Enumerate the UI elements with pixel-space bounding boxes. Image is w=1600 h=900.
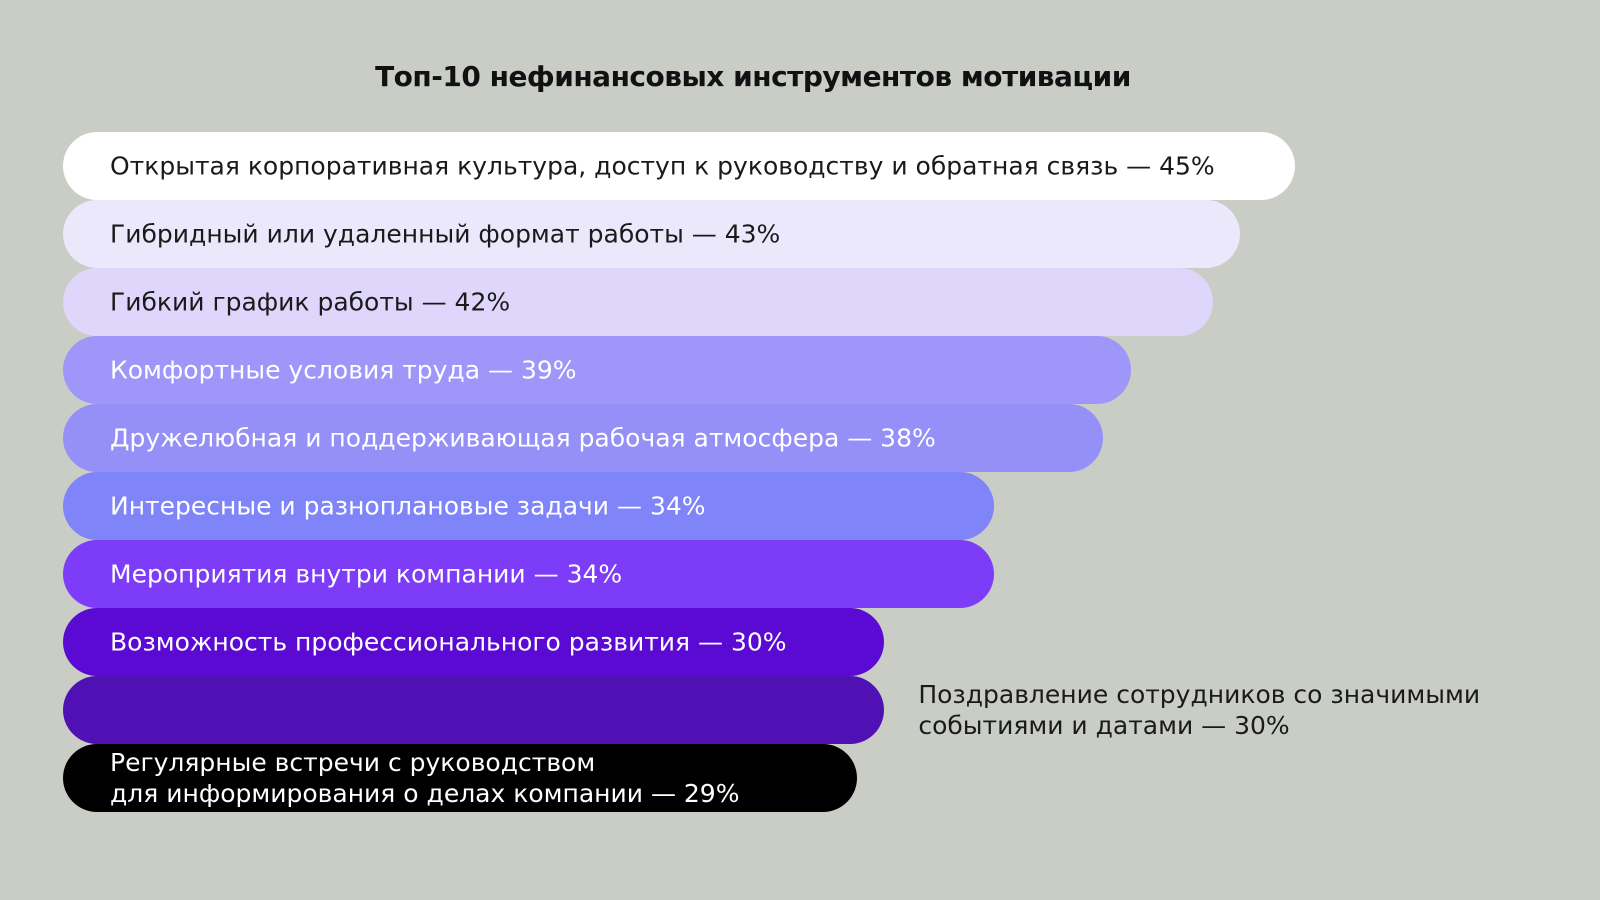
value-label: — 34%: [533, 559, 623, 589]
category-label: Интересные и разноплановые задачи: [110, 491, 610, 521]
value-label: — 30%: [698, 627, 787, 657]
category-label: Поздравление сотрудников со значимыми со…: [918, 680, 1481, 740]
chart-title: Топ-10 нефинансовых инструментов мотивац…: [375, 60, 1131, 93]
bar-label: Комфортные условия труда — 39%: [110, 355, 577, 386]
category-label: Гибридный или удаленный формат работы: [110, 219, 684, 249]
category-label: Дружелюбная и поддерживающая рабочая атм…: [110, 423, 840, 453]
category-label: Мероприятия внутри компании: [110, 559, 526, 589]
bar: [63, 336, 1131, 404]
value-label: — 30%: [1201, 711, 1290, 740]
bar: [63, 268, 1213, 336]
category-label: Открытая корпоративная культура, доступ …: [110, 151, 1119, 181]
bar-label: Дружелюбная и поддерживающая рабочая атм…: [110, 423, 936, 454]
bar-label: Гибкий график работы — 42%: [110, 287, 510, 318]
category-label: Возможность профессионального развития: [110, 627, 691, 657]
bar: [63, 744, 857, 812]
value-label: — 42%: [421, 287, 511, 317]
category-label: Регулярные встречи с руководством для ин…: [110, 748, 643, 808]
value-label: — 45%: [1126, 151, 1215, 181]
bar: [63, 608, 885, 676]
value-label: — 38%: [847, 423, 936, 453]
value-label: — 43%: [691, 219, 781, 249]
value-label: — 29%: [650, 779, 740, 808]
bar: [63, 472, 994, 540]
value-label: — 34%: [617, 491, 706, 521]
bar-label: Гибридный или удаленный формат работы — …: [110, 219, 780, 250]
value-label: — 39%: [488, 355, 577, 385]
bar-label: Регулярные встречи с руководством для ин…: [110, 747, 739, 809]
bar: [63, 676, 885, 744]
category-label: Гибкий график работы: [110, 287, 414, 317]
bar-label: Мероприятия внутри компании — 34%: [110, 559, 622, 590]
bar-label: Интересные и разноплановые задачи — 34%: [110, 491, 706, 522]
category-label: Комфортные условия труда: [110, 355, 481, 385]
bar-label: Возможность профессионального развития —…: [110, 627, 787, 658]
bar: [63, 132, 1295, 200]
bar-label: Открытая корпоративная культура, доступ …: [110, 151, 1215, 182]
bar: [63, 404, 1104, 472]
bar: [63, 540, 994, 608]
bar-label: Поздравление сотрудников со значимыми со…: [918, 679, 1600, 741]
bar: [63, 200, 1241, 268]
